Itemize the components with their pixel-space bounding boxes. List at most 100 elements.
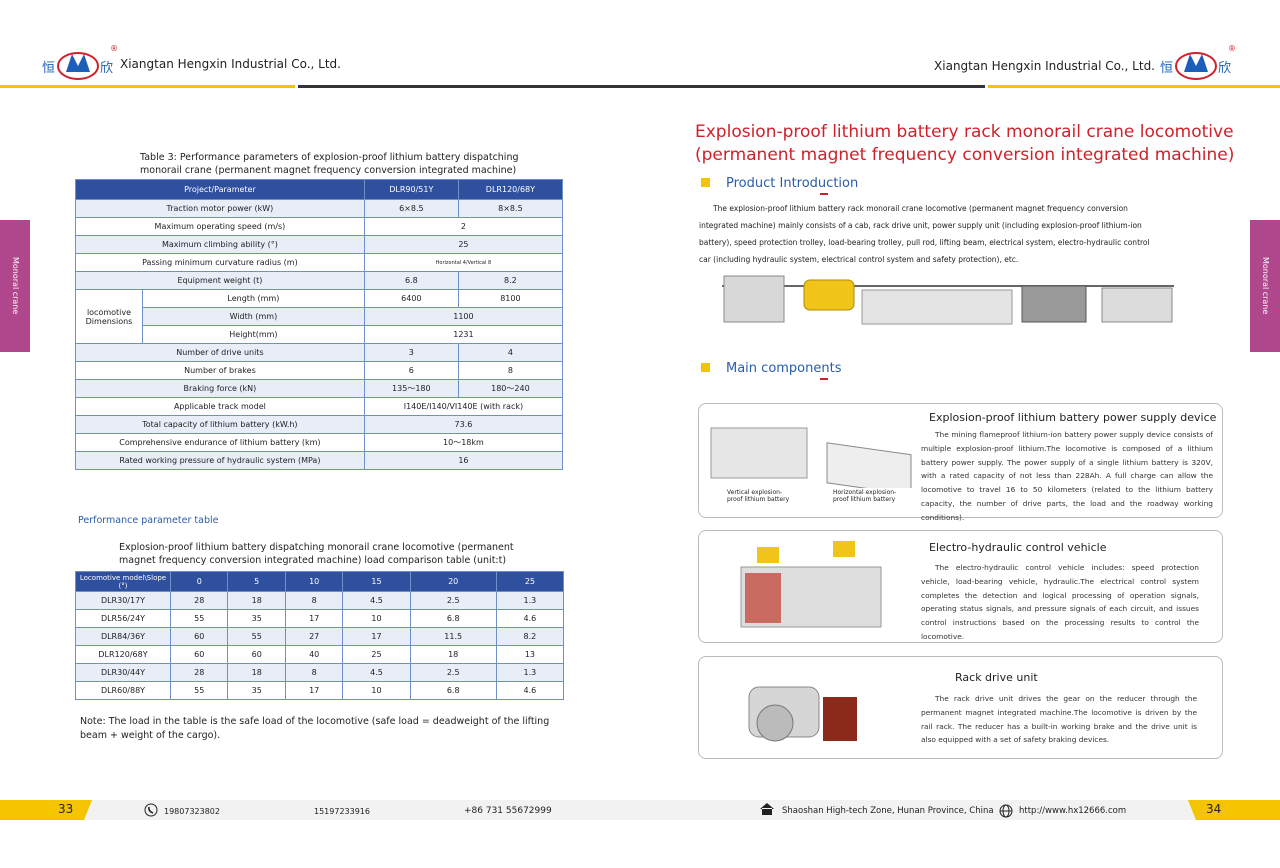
- table-row: Rated working pressure of hydraulic syst…: [75, 451, 564, 470]
- model-cell: DLR84/36Y: [75, 627, 171, 646]
- component-card: Electro-hydraulic control vehicle The el…: [698, 530, 1223, 643]
- value-cell: 73.6: [363, 415, 564, 434]
- bullet: [701, 178, 710, 187]
- rule: [0, 85, 295, 88]
- address: Shaoshan High-tech Zone, Hunan Province,…: [782, 806, 994, 816]
- value-cell: 11.5: [409, 627, 497, 646]
- component-title: Explosion-proof lithium battery power su…: [929, 411, 1217, 424]
- value-cell: 18: [227, 591, 286, 610]
- accent: [820, 193, 828, 195]
- header-cell: 5: [227, 571, 286, 592]
- header-row: Project/Parameter DLR90/51Y DLR120/68Y: [75, 179, 564, 200]
- value-cell: 17: [284, 681, 344, 700]
- value-cell: 8: [457, 361, 564, 380]
- header-cell: 25: [495, 571, 565, 592]
- value-cell: 8: [284, 591, 344, 610]
- parameter-cell: Equipment weight (t): [75, 271, 365, 290]
- table-row: DLR60/88Y 55 35 17 10 6.8 4.6: [75, 681, 565, 700]
- parameter-cell: Applicable track model: [75, 397, 365, 416]
- value-cell: 180～240: [457, 379, 564, 398]
- logo-char: 恒: [1160, 61, 1173, 76]
- value-cell: 10: [342, 609, 411, 628]
- table-row: Total capacity of lithium battery (kW.h)…: [75, 415, 564, 434]
- bullet: [701, 363, 710, 372]
- table-row: DLR56/24Y 55 35 17 10 6.8 4.6: [75, 609, 565, 628]
- logo-char: 欣: [1218, 61, 1231, 76]
- value-cell: 4.6: [495, 681, 565, 700]
- value-cell: 27: [284, 627, 344, 646]
- table-row: DLR84/36Y 60 55 27 17 11.5 8.2: [75, 627, 565, 646]
- value-cell: 8100: [457, 289, 564, 308]
- load-table: Locomotive model\Slope (°) 0 5 10 15 20 25 DLR3…: [75, 571, 565, 700]
- value-cell: Horizontal 4/Vertical 8: [363, 253, 564, 272]
- parameter-cell: Number of drive units: [75, 343, 365, 362]
- parameter-cell: Braking force (kN): [75, 379, 365, 398]
- table-row: DLR30/17Y 28 18 8 4.5 2.5 1.3: [75, 591, 565, 610]
- value-cell: 10～18km: [363, 433, 564, 452]
- table-row: locomotive Dimensions Length (mm) 6400 8100: [75, 289, 564, 344]
- component-title: Electro-hydraulic control vehicle: [929, 541, 1107, 554]
- section-label: Performance parameter table: [78, 515, 219, 526]
- value-cell: 8.2: [495, 627, 565, 646]
- table-row: Number of drive units 3 4: [75, 343, 564, 362]
- logo: 恒 欣 ®: [1160, 44, 1236, 80]
- value-cell: 6.8: [363, 271, 459, 290]
- parameter-cell: Height(mm): [142, 325, 365, 344]
- value-cell: 8.2: [457, 271, 564, 290]
- battery-image: [710, 427, 912, 488]
- value-cell: 18: [409, 645, 497, 664]
- value-cell: 60: [169, 627, 229, 646]
- table-row: Comprehensive endurance of lithium batte…: [75, 433, 564, 452]
- model-cell: DLR30/17Y: [75, 591, 171, 610]
- header-cell: 0: [169, 571, 229, 592]
- header-cell: DLR90/51Y: [363, 179, 459, 200]
- parameter-table: Project/Parameter DLR90/51Y DLR120/68Y Trac…: [75, 179, 564, 470]
- parameter-cell: Width (mm): [142, 307, 365, 326]
- table-row: Maximum climbing ability (°) 25: [75, 235, 564, 254]
- model-cell: DLR60/88Y: [75, 681, 171, 700]
- value-cell: 1.3: [495, 591, 565, 610]
- value-cell: 2.5: [409, 663, 497, 682]
- header-cell: 20: [409, 571, 497, 592]
- header-row: Locomotive model\Slope (°) 0 5 10 15 20 25: [75, 571, 565, 592]
- parameter-cell: Traction motor power (kW): [75, 199, 365, 218]
- table-row: Maximum operating speed (m/s) 2: [75, 217, 564, 236]
- value-cell: 6400: [363, 289, 459, 308]
- phone-icon: [144, 803, 158, 817]
- image-label: Vertical explosion-proof lithium battery: [727, 489, 790, 503]
- model-cell: DLR56/24Y: [75, 609, 171, 628]
- value-cell: 8: [284, 663, 344, 682]
- group-cell: locomotive Dimensions: [75, 289, 143, 344]
- company-name: Xiangtan Hengxin Industrial Co., Ltd.: [934, 59, 1155, 73]
- component-card: Vertical explosion-proof lithium battery…: [698, 403, 1223, 522]
- value-cell: 4.5: [342, 591, 411, 610]
- globe-icon: [999, 804, 1013, 818]
- title-line: Explosion-proof lithium battery rack mon…: [695, 122, 1234, 142]
- value-cell: 55: [169, 681, 229, 700]
- parameter-cell: Number of brakes: [75, 361, 365, 380]
- header-cell: 15: [342, 571, 411, 592]
- section-heading: Product Introduction: [726, 176, 859, 191]
- table-row: Equipment weight (t) 6.8 8.2: [75, 271, 564, 290]
- page-title: Explosion-proof lithium battery rack mon…: [695, 121, 1234, 167]
- value-cell: 2.5: [409, 591, 497, 610]
- value-cell: 6: [363, 361, 459, 380]
- rule: [988, 85, 1280, 88]
- table-row: Width (mm) 1100: [76, 307, 564, 326]
- value-cell: 40: [284, 645, 344, 664]
- value-cell: 10: [342, 681, 411, 700]
- accent: [820, 378, 828, 380]
- footer-band: [0, 800, 1280, 820]
- header-cell: DLR120/68Y: [457, 179, 564, 200]
- value-cell: 1100: [363, 307, 564, 326]
- component-title: Rack drive unit: [955, 671, 1038, 684]
- parameter-cell: Passing minimum curvature radius (m): [75, 253, 365, 272]
- table-row: DLR30/44Y 28 18 8 4.5 2.5 1.3: [75, 663, 565, 682]
- value-cell: 55: [169, 609, 229, 628]
- value-cell: 25: [363, 235, 564, 254]
- value-cell: 13: [495, 645, 565, 664]
- parameter-cell: Length (mm): [142, 289, 365, 308]
- value-cell: 17: [342, 627, 411, 646]
- note: Note: The load in the table is the safe …: [80, 716, 550, 741]
- logo-char: 欣: [100, 61, 113, 76]
